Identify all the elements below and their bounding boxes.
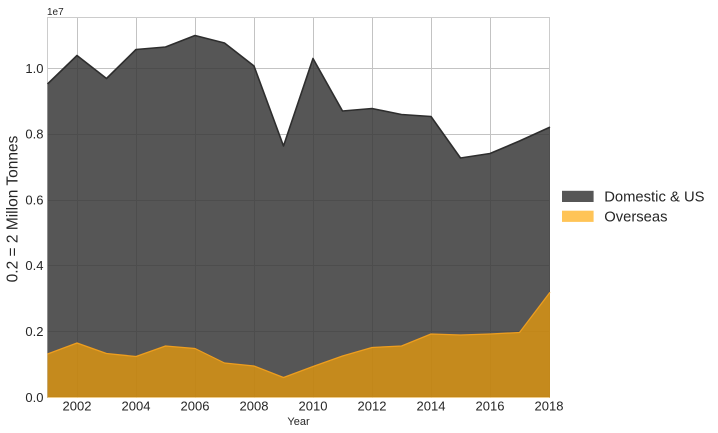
svg-text:0.6: 0.6 (25, 193, 43, 208)
svg-text:2012: 2012 (358, 398, 387, 413)
svg-text:2006: 2006 (181, 398, 210, 413)
svg-text:1.0: 1.0 (25, 61, 43, 76)
svg-text:2016: 2016 (476, 398, 505, 413)
svg-text:2018: 2018 (535, 398, 564, 413)
svg-text:Year: Year (287, 416, 310, 428)
svg-text:0.8: 0.8 (25, 127, 43, 142)
svg-text:1e7: 1e7 (47, 7, 64, 18)
svg-text:2002: 2002 (63, 398, 92, 413)
svg-text:Domestic & US: Domestic & US (604, 190, 704, 206)
svg-text:2004: 2004 (122, 398, 151, 413)
svg-text:2008: 2008 (240, 398, 269, 413)
svg-text:2014: 2014 (417, 398, 446, 413)
svg-text:2010: 2010 (299, 398, 328, 413)
svg-text:0.0: 0.0 (25, 390, 43, 405)
svg-text:0.2 = 2 Millon Tonnes: 0.2 = 2 Millon Tonnes (5, 135, 22, 282)
svg-text:0.4: 0.4 (25, 258, 43, 273)
svg-text:Overseas: Overseas (604, 210, 667, 226)
svg-text:0.2: 0.2 (25, 324, 43, 339)
